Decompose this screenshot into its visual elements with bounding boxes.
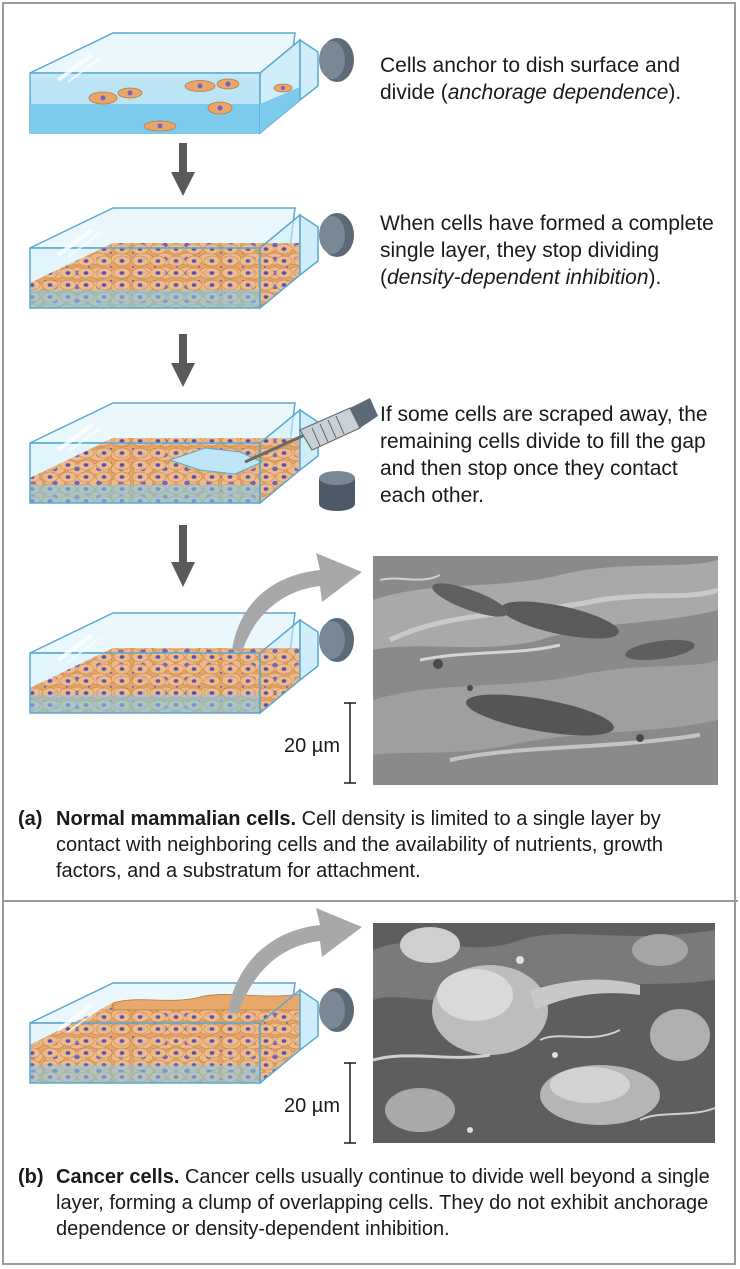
step-1-text: Cells anchor to dish surface and divide …: [380, 54, 682, 104]
caption-b-description: Cancer cells usually continue to divide …: [56, 1166, 710, 1240]
micrograph-normal-cells: [373, 556, 719, 785]
down-arrow-3: [171, 525, 195, 587]
scale-bar-b: [344, 1062, 356, 1144]
down-arrow-2: [171, 334, 195, 387]
flask-2: [29, 207, 354, 310]
flask-5: [29, 982, 354, 1085]
scraper-tool: [244, 398, 378, 464]
caption-a-title: Normal mammalian cells.: [56, 808, 297, 830]
scale-bar-a: [344, 702, 356, 784]
scale-label-b: 20 µm: [284, 1095, 340, 1117]
zoom-arrow-b: [228, 908, 362, 1014]
scale-label-a: 20 µm: [284, 735, 340, 757]
caption-b-title: Cancer cells.: [56, 1166, 180, 1188]
flask-3: [29, 398, 378, 511]
removed-cap: [319, 471, 355, 511]
flask-4: [29, 612, 354, 715]
caption-a-letter: (a): [18, 808, 43, 830]
caption-a-description: Cell density is limited to a single laye…: [56, 808, 664, 882]
scraped-gap: [168, 447, 264, 475]
step-2-text: When cells have formed a complete single…: [380, 212, 714, 289]
down-arrow-1: [171, 143, 195, 196]
caption-b: (b) Cancer cells. Cancer cells usually c…: [18, 1164, 730, 1242]
caption-b-letter: (b): [18, 1166, 44, 1188]
panel-divider: [2, 900, 738, 902]
step-3-text: If some cells are scraped away, the rema…: [380, 403, 708, 507]
micrograph-cancer-cells: [372, 923, 716, 1143]
caption-a: (a) Normal mammalian cells. Cell density…: [18, 806, 730, 884]
flask-1: [29, 32, 354, 135]
flask-1-cells: [88, 78, 293, 132]
zoom-arrow-a: [232, 553, 362, 652]
